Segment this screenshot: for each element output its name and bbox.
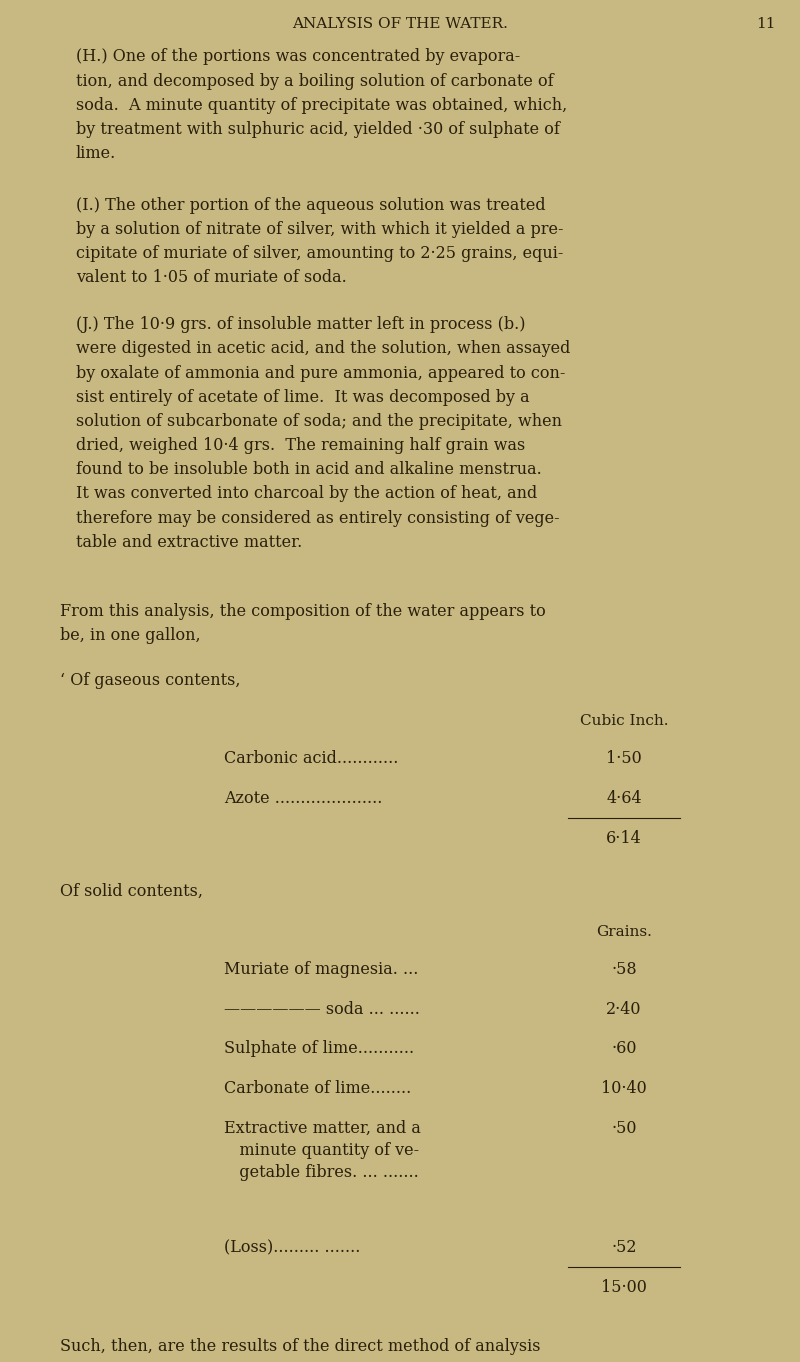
Text: —————— soda ... ......: —————— soda ... ...... — [224, 1001, 420, 1017]
Text: ·52: ·52 — [611, 1239, 637, 1256]
Text: Cubic Inch.: Cubic Inch. — [580, 714, 668, 729]
Text: Of solid contents,: Of solid contents, — [60, 883, 203, 900]
Text: Extractive matter, and a
   minute quantity of ve-
   getable fibres. ... ......: Extractive matter, and a minute quantity… — [224, 1120, 421, 1181]
Text: 4·64: 4·64 — [606, 790, 642, 806]
Text: Sulphate of lime...........: Sulphate of lime........... — [224, 1041, 414, 1057]
Text: ANALYSIS OF THE WATER.: ANALYSIS OF THE WATER. — [292, 18, 508, 31]
Text: (I.) The other portion of the aqueous solution was treated
by a solution of nitr: (I.) The other portion of the aqueous so… — [76, 197, 563, 286]
Text: Carbonate of lime........: Carbonate of lime........ — [224, 1080, 416, 1098]
Text: 6·14: 6·14 — [606, 829, 642, 847]
Text: Such, then, are the results of the direct method of analysis
by evaporation ; bu: Such, then, are the results of the direc… — [60, 1337, 542, 1362]
Text: 2·40: 2·40 — [606, 1001, 642, 1017]
Text: 1·50: 1·50 — [606, 750, 642, 767]
Text: ·50: ·50 — [611, 1120, 637, 1137]
Text: ·58: ·58 — [611, 962, 637, 978]
Text: ·60: ·60 — [611, 1041, 637, 1057]
Text: (J.) The 10·9 grs. of insoluble matter left in process (b.)
were digested in ace: (J.) The 10·9 grs. of insoluble matter l… — [76, 316, 570, 550]
Text: Azote .....................: Azote ..................... — [224, 790, 382, 806]
Text: 11: 11 — [757, 18, 776, 31]
Text: ‘ Of gaseous contents,: ‘ Of gaseous contents, — [60, 671, 241, 689]
Text: Grains.: Grains. — [596, 925, 652, 938]
Text: 15·00: 15·00 — [601, 1279, 647, 1297]
Text: 10·40: 10·40 — [601, 1080, 647, 1098]
Text: Muriate of magnesia. ...: Muriate of magnesia. ... — [224, 962, 418, 978]
Text: (H.) One of the portions was concentrated by evapora-
tion, and decomposed by a : (H.) One of the portions was concentrate… — [76, 49, 567, 162]
Text: Carbonic acid............: Carbonic acid............ — [224, 750, 398, 767]
Text: (Loss)......... .......: (Loss)......... ....... — [224, 1239, 360, 1256]
Text: From this analysis, the composition of the water appears to
be, in one gallon,: From this analysis, the composition of t… — [60, 603, 546, 644]
